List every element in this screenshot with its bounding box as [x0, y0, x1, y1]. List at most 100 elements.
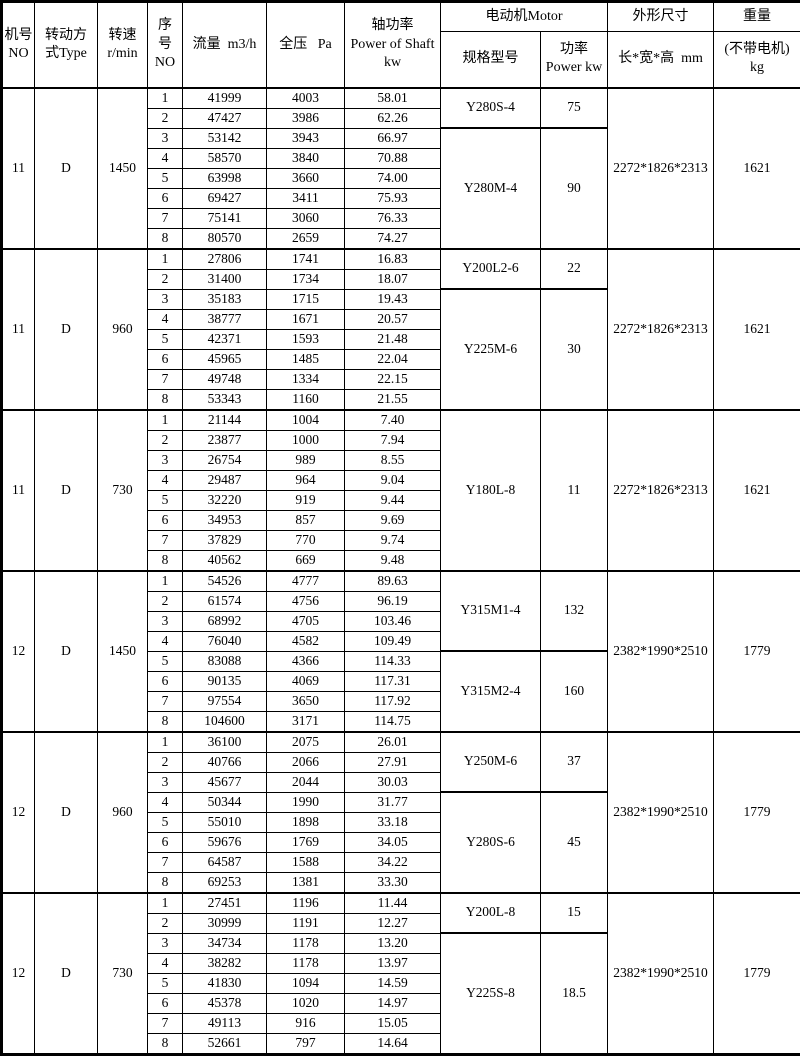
cell-shaft-power: 117.31: [345, 671, 441, 691]
cell-pressure: 3943: [267, 128, 345, 148]
cell-pressure: 1769: [267, 832, 345, 852]
cell-shaft-power: 34.05: [345, 832, 441, 852]
cell-shaft-power: 96.19: [345, 591, 441, 611]
cell-flow: 38777: [183, 309, 267, 329]
cell-shaft-power: 11.44: [345, 893, 441, 914]
cell-serial-no: 3: [148, 450, 183, 470]
cell-serial-no: 6: [148, 671, 183, 691]
cell-motor-power: 15: [541, 893, 608, 934]
header-dimensions-sub: 长*宽*高 mm: [608, 32, 714, 88]
cell-serial-no: 5: [148, 651, 183, 671]
cell-flow: 76040: [183, 631, 267, 651]
cell-flow: 53343: [183, 389, 267, 410]
cell-serial-no: 1: [148, 410, 183, 431]
cell-flow: 45965: [183, 349, 267, 369]
cell-machine-no: 11: [2, 88, 35, 249]
cell-shaft-power: 7.94: [345, 430, 441, 450]
cell-speed: 1450: [98, 571, 148, 732]
cell-shaft-power: 8.55: [345, 450, 441, 470]
cell-shaft-power: 9.04: [345, 470, 441, 490]
cell-speed: 1450: [98, 88, 148, 249]
cell-serial-no: 2: [148, 430, 183, 450]
cell-motor-power: 160: [541, 651, 608, 732]
cell-serial-no: 4: [148, 148, 183, 168]
cell-serial-no: 3: [148, 933, 183, 953]
cell-serial-no: 8: [148, 550, 183, 571]
cell-flow: 27806: [183, 249, 267, 270]
cell-motor-power: 18.5: [541, 933, 608, 1054]
cell-shaft-power: 14.59: [345, 973, 441, 993]
cell-flow: 90135: [183, 671, 267, 691]
cell-flow: 34953: [183, 510, 267, 530]
cell-shaft-power: 75.93: [345, 188, 441, 208]
cell-weight: 1621: [714, 88, 800, 249]
cell-weight: 1621: [714, 249, 800, 410]
cell-pressure: 1588: [267, 852, 345, 872]
cell-shaft-power: 22.04: [345, 349, 441, 369]
cell-serial-no: 4: [148, 309, 183, 329]
cell-shaft-power: 20.57: [345, 309, 441, 329]
cell-flow: 64587: [183, 852, 267, 872]
cell-speed: 960: [98, 732, 148, 893]
cell-pressure: 3411: [267, 188, 345, 208]
cell-shaft-power: 9.44: [345, 490, 441, 510]
cell-rotation-type: D: [35, 88, 98, 249]
header-dimensions-group: 外形尺寸: [608, 2, 714, 32]
cell-serial-no: 6: [148, 993, 183, 1013]
cell-flow: 40562: [183, 550, 267, 571]
cell-motor-model: Y200L2-6: [441, 249, 541, 290]
cell-pressure: 1381: [267, 872, 345, 893]
cell-pressure: 1196: [267, 893, 345, 914]
cell-flow: 61574: [183, 591, 267, 611]
cell-flow: 36100: [183, 732, 267, 753]
cell-flow: 45378: [183, 993, 267, 1013]
cell-weight: 1779: [714, 732, 800, 893]
cell-pressure: 3840: [267, 148, 345, 168]
cell-flow: 58570: [183, 148, 267, 168]
cell-shaft-power: 9.69: [345, 510, 441, 530]
cell-serial-no: 1: [148, 732, 183, 753]
cell-shaft-power: 33.18: [345, 812, 441, 832]
cell-serial-no: 6: [148, 188, 183, 208]
cell-rotation-type: D: [35, 249, 98, 410]
cell-shaft-power: 109.49: [345, 631, 441, 651]
cell-pressure: 1334: [267, 369, 345, 389]
cell-flow: 38282: [183, 953, 267, 973]
cell-shaft-power: 9.74: [345, 530, 441, 550]
cell-rotation-type: D: [35, 732, 98, 893]
cell-pressure: 1178: [267, 933, 345, 953]
cell-machine-no: 12: [2, 893, 35, 1055]
cell-serial-no: 4: [148, 792, 183, 812]
cell-serial-no: 6: [148, 832, 183, 852]
cell-flow: 47427: [183, 108, 267, 128]
cell-pressure: 3060: [267, 208, 345, 228]
cell-motor-power: 30: [541, 289, 608, 410]
cell-pressure: 1593: [267, 329, 345, 349]
cell-pressure: 4756: [267, 591, 345, 611]
cell-pressure: 2066: [267, 752, 345, 772]
cell-rotation-type: D: [35, 410, 98, 571]
cell-rotation-type: D: [35, 893, 98, 1055]
cell-flow: 75141: [183, 208, 267, 228]
cell-flow: 37829: [183, 530, 267, 550]
cell-motor-power: 132: [541, 571, 608, 652]
cell-pressure: 919: [267, 490, 345, 510]
cell-flow: 55010: [183, 812, 267, 832]
header-speed: 转速 r/min: [98, 2, 148, 88]
cell-shaft-power: 33.30: [345, 872, 441, 893]
cell-pressure: 2659: [267, 228, 345, 249]
cell-serial-no: 8: [148, 1033, 183, 1054]
cell-pressure: 1990: [267, 792, 345, 812]
cell-serial-no: 7: [148, 208, 183, 228]
cell-motor-model: Y200L-8: [441, 893, 541, 934]
cell-pressure: 3650: [267, 691, 345, 711]
cell-shaft-power: 14.97: [345, 993, 441, 1013]
cell-shaft-power: 76.33: [345, 208, 441, 228]
cell-dimensions: 2272*1826*2313: [608, 410, 714, 571]
cell-shaft-power: 103.46: [345, 611, 441, 631]
cell-serial-no: 3: [148, 772, 183, 792]
